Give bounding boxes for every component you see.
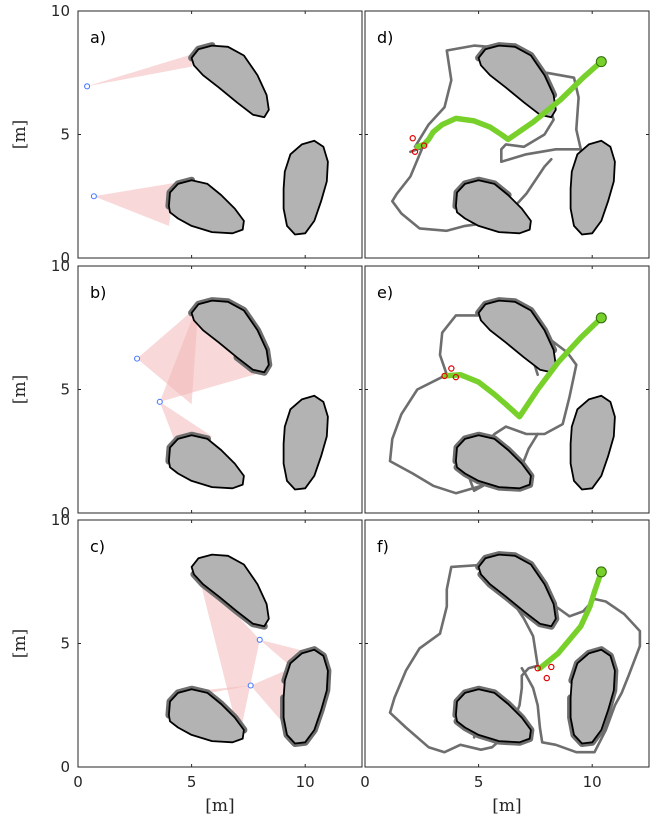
obstacle-bottom-left: [167, 688, 245, 744]
planned-path: [414, 58, 605, 150]
obstacle-top: [477, 299, 557, 374]
planned-path: [537, 569, 605, 671]
y-axis-label: [m]: [10, 375, 30, 404]
obstacle-right: [282, 648, 329, 745]
roadmap-edge: [390, 148, 553, 233]
obstacle-bottom-left: [167, 179, 245, 235]
roadmap-edge: [388, 632, 540, 754]
obstacle-top: [477, 44, 557, 119]
panel-d: d): [364, 10, 650, 259]
y-tick-label: 0: [60, 249, 70, 267]
panel-label: a): [90, 28, 106, 47]
x-tick-label: 0: [360, 773, 370, 791]
y-tick-label: 10: [51, 2, 70, 20]
y-tick-label: 10: [51, 511, 70, 529]
sensor-position: [247, 682, 254, 689]
x-tick-label: 5: [187, 773, 197, 791]
obstacle-bottom-left: [454, 688, 532, 744]
view-cone: [159, 320, 267, 402]
sensor-position: [134, 355, 141, 362]
y-tick-label: 0: [60, 504, 70, 522]
x-tick-label: 10: [583, 773, 602, 791]
sensor-position: [256, 636, 263, 643]
goal-marker: [595, 56, 607, 68]
panel-f: 0 5 10 [m] f): [360, 519, 650, 816]
panel-c: 0 5 10 [m] 0 5 10 [m] c): [10, 511, 363, 816]
obstacle-bottom-left: [454, 434, 532, 490]
view-cone: [198, 574, 260, 738]
panel-label: d): [377, 28, 393, 47]
panel-b: 0 5 10 [m] b): [10, 257, 363, 522]
roadmap-edge: [413, 44, 583, 163]
x-tick-label: 10: [296, 773, 315, 791]
start-marker: [409, 135, 416, 142]
start-marker: [452, 373, 460, 381]
start-marker: [441, 372, 448, 380]
sensor-position: [156, 398, 163, 405]
obstacle-top: [190, 299, 270, 374]
y-tick-label: 5: [60, 381, 70, 399]
obstacle-right: [282, 394, 329, 491]
x-tick-label: 5: [474, 773, 484, 791]
obstacle-bottom-left: [167, 434, 245, 490]
x-axis-label: [m]: [492, 796, 521, 816]
y-axis-label: [m]: [10, 629, 30, 658]
x-tick-label: 0: [73, 773, 83, 791]
y-tick-label: 5: [60, 126, 70, 144]
x-axis-label: [m]: [205, 796, 234, 816]
goal-marker: [595, 312, 607, 324]
obstacle-top: [190, 44, 270, 119]
y-tick-label: 10: [51, 257, 70, 275]
obstacle-right: [569, 648, 616, 745]
sensor-position: [90, 193, 97, 200]
obstacle-right: [569, 394, 616, 491]
panel-label: e): [377, 283, 393, 302]
obstacle-bottom-left: [454, 179, 532, 235]
panel-a: 0 5 10 [m] a): [10, 2, 363, 267]
obstacle-top: [477, 553, 557, 628]
y-axis-label: [m]: [10, 120, 30, 149]
panel-label: f): [377, 537, 389, 556]
panel-label: b): [90, 283, 106, 302]
start-marker: [534, 665, 541, 672]
start-marker: [448, 365, 455, 372]
start-marker: [411, 148, 419, 155]
start-marker: [420, 142, 428, 149]
obstacle-right: [282, 139, 329, 236]
goal-marker: [595, 566, 607, 578]
start-marker: [548, 663, 555, 671]
view-cone: [93, 182, 176, 226]
obstacle-right: [569, 139, 616, 236]
y-tick-label: 0: [60, 758, 70, 776]
sensor-position: [84, 83, 91, 90]
start-marker: [543, 674, 550, 682]
planned-path: [441, 315, 605, 420]
obstacle-top: [190, 553, 270, 628]
panel-label: c): [90, 537, 105, 556]
view-cone: [87, 53, 197, 87]
y-tick-label: 5: [60, 635, 70, 653]
panel-e: e): [364, 265, 650, 514]
